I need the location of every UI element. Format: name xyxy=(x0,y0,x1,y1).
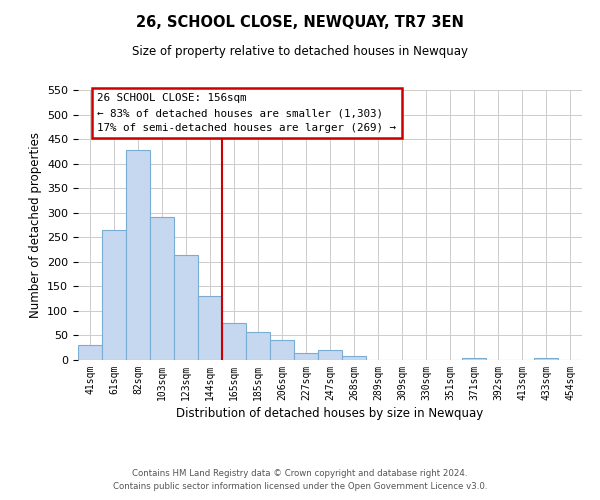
Text: 26 SCHOOL CLOSE: 156sqm
← 83% of detached houses are smaller (1,303)
17% of semi: 26 SCHOOL CLOSE: 156sqm ← 83% of detache… xyxy=(97,94,396,133)
Bar xyxy=(318,350,342,360)
Text: 26, SCHOOL CLOSE, NEWQUAY, TR7 3EN: 26, SCHOOL CLOSE, NEWQUAY, TR7 3EN xyxy=(136,15,464,30)
Bar xyxy=(462,358,486,360)
Bar xyxy=(534,358,558,360)
Bar xyxy=(246,332,270,360)
Bar xyxy=(78,345,102,360)
Bar xyxy=(102,230,126,360)
Bar xyxy=(342,356,366,360)
Bar xyxy=(174,255,198,360)
Text: Contains HM Land Registry data © Crown copyright and database right 2024.: Contains HM Land Registry data © Crown c… xyxy=(132,468,468,477)
Bar xyxy=(294,353,318,360)
Bar xyxy=(198,296,222,360)
Bar xyxy=(222,322,246,360)
Bar xyxy=(150,216,174,360)
Text: Size of property relative to detached houses in Newquay: Size of property relative to detached ho… xyxy=(132,45,468,58)
Bar xyxy=(126,150,150,360)
Text: Contains public sector information licensed under the Open Government Licence v3: Contains public sector information licen… xyxy=(113,482,487,491)
Y-axis label: Number of detached properties: Number of detached properties xyxy=(29,132,41,318)
X-axis label: Distribution of detached houses by size in Newquay: Distribution of detached houses by size … xyxy=(176,407,484,420)
Bar xyxy=(270,340,294,360)
